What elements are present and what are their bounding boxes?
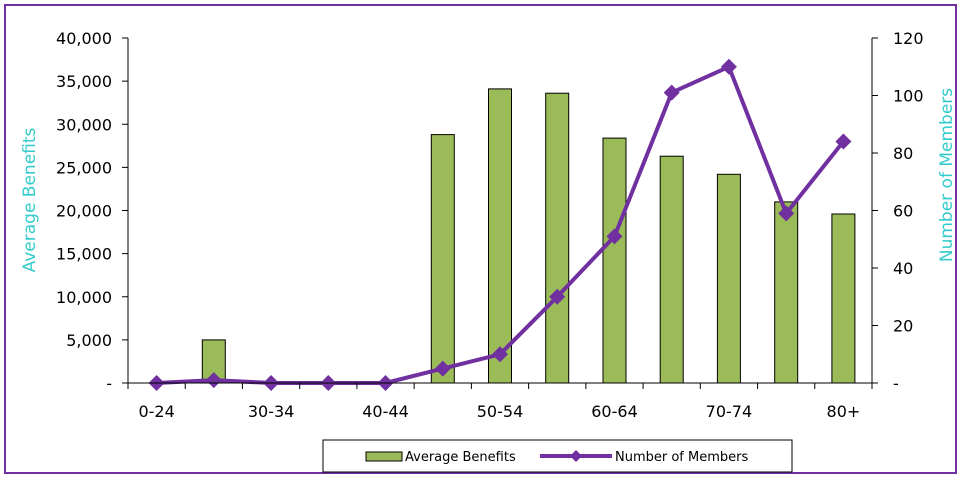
- x-tick-label: 80+: [827, 402, 861, 421]
- x-tick-label: 50-54: [477, 402, 524, 421]
- left-tick-label: 5,000: [66, 331, 112, 350]
- marker-45-49: [434, 360, 451, 377]
- left-axis-tick-labels: - 5,000 10,000 15,000 20,000 25,000 30,000 35,0…: [56, 29, 112, 393]
- bar-60-64: [602, 137, 627, 384]
- left-tick-label: -: [106, 374, 112, 393]
- bar-series-group: [201, 88, 856, 384]
- right-tick-label: 60: [893, 202, 913, 221]
- right-tick-label: -: [893, 374, 899, 393]
- right-tick-label: 20: [893, 317, 913, 336]
- x-tick-label: 40-44: [362, 402, 409, 421]
- marker-80+: [835, 133, 852, 150]
- right-tick-label: 120: [893, 29, 924, 48]
- axes-group: [122, 37, 878, 389]
- bar-55-59: [545, 92, 570, 384]
- left-tick-label: 15,000: [56, 245, 112, 264]
- y2-axis-title: Number of Members: [937, 88, 957, 262]
- bar-70-74: [716, 173, 741, 384]
- left-tick-label: 40,000: [56, 29, 112, 48]
- marker-50-54: [492, 346, 508, 363]
- x-tick-label: 60-64: [591, 402, 638, 421]
- y-axis-title: Average Benefits: [20, 127, 40, 272]
- marker-65-69: [663, 84, 680, 101]
- x-tick-label: 30-34: [248, 402, 295, 421]
- left-tick-label: 20,000: [56, 202, 112, 221]
- marker-25-29: [205, 372, 222, 389]
- right-tick-label: 40: [893, 259, 913, 278]
- x-tick-label: 70-74: [706, 402, 753, 421]
- left-tick-label: 25,000: [56, 158, 112, 177]
- marker-75-79: [778, 205, 795, 222]
- left-tick-label: 10,000: [56, 288, 112, 307]
- bar-50-54: [488, 88, 512, 384]
- legend-label-average-benefits: Average Benefits: [405, 450, 516, 465]
- bar-80+: [831, 213, 856, 384]
- left-tick-label: 35,000: [56, 72, 112, 91]
- x-tick-label: 0-24: [138, 402, 174, 421]
- right-tick-label: 80: [893, 144, 913, 163]
- bar-75-79: [774, 201, 799, 384]
- bar-45-49: [430, 134, 455, 384]
- legend-marker-number-of-members: [570, 450, 582, 462]
- legend-swatch-average-benefits: [365, 451, 403, 462]
- marker-60-64: [606, 228, 623, 245]
- left-tick-label: 30,000: [56, 115, 112, 134]
- right-tick-label: 100: [893, 87, 924, 106]
- legend: Average Benefits Number of Members: [322, 439, 793, 473]
- bar-65-69: [659, 155, 684, 384]
- legend-label-number-of-members: Number of Members: [615, 450, 748, 465]
- x-axis-tick-labels: 0-24 30-34 40-44 50-54 60-64 70-74 80+: [138, 402, 860, 421]
- marker-70-74: [720, 58, 737, 75]
- marker-55-59: [549, 288, 566, 305]
- right-axis-tick-labels: - 20 40 60 80 100 120: [893, 29, 924, 393]
